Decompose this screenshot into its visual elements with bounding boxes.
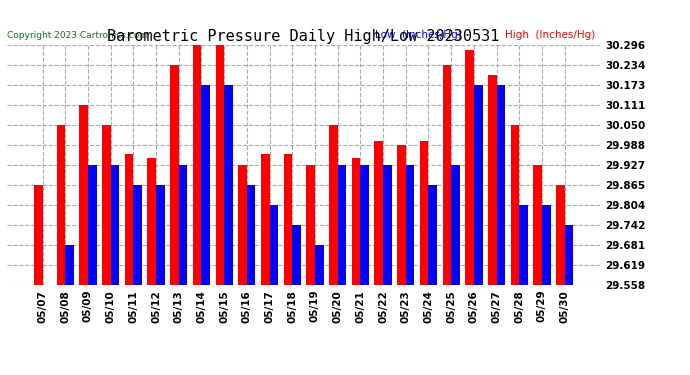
Bar (360, 165, 369, 285)
Bar (238, 165, 247, 285)
Bar (428, 185, 437, 285)
Bar (133, 185, 142, 285)
Bar (65, 245, 74, 285)
Bar (511, 125, 520, 285)
Bar (442, 65, 451, 285)
Text: Copyright 2023 Cartronics.com: Copyright 2023 Cartronics.com (7, 31, 148, 40)
Bar (542, 205, 551, 285)
Bar (306, 165, 315, 285)
Bar (451, 165, 460, 285)
Bar (156, 185, 165, 285)
Bar (375, 141, 383, 285)
Bar (284, 154, 293, 285)
Bar (337, 165, 346, 285)
Bar (79, 105, 88, 285)
Bar (474, 85, 482, 285)
Bar (215, 45, 224, 285)
Bar (520, 205, 528, 285)
Bar (125, 154, 133, 285)
Bar (329, 125, 337, 285)
Bar (261, 154, 270, 285)
Bar (88, 165, 97, 285)
Text: Low  (Inches/Hg): Low (Inches/Hg) (375, 30, 462, 40)
Bar (179, 165, 188, 285)
Bar (406, 165, 415, 285)
Bar (556, 185, 564, 285)
Bar (170, 65, 179, 285)
Bar (397, 145, 406, 285)
Bar (148, 158, 156, 285)
Bar (57, 125, 65, 285)
Bar (497, 85, 505, 285)
Bar (383, 165, 392, 285)
Bar (352, 158, 360, 285)
Bar (224, 85, 233, 285)
Bar (315, 245, 324, 285)
Text: High  (Inches/Hg): High (Inches/Hg) (505, 30, 595, 40)
Bar (270, 205, 278, 285)
Bar (247, 185, 255, 285)
Bar (34, 185, 43, 285)
Bar (533, 165, 542, 285)
Title: Barometric Pressure Daily High/Low 20230531: Barometric Pressure Daily High/Low 20230… (108, 29, 500, 44)
Bar (488, 75, 497, 285)
Bar (564, 225, 573, 285)
Bar (110, 165, 119, 285)
Bar (201, 85, 210, 285)
Bar (102, 125, 110, 285)
Bar (465, 50, 474, 285)
Bar (293, 225, 301, 285)
Bar (193, 45, 201, 285)
Bar (420, 141, 428, 285)
